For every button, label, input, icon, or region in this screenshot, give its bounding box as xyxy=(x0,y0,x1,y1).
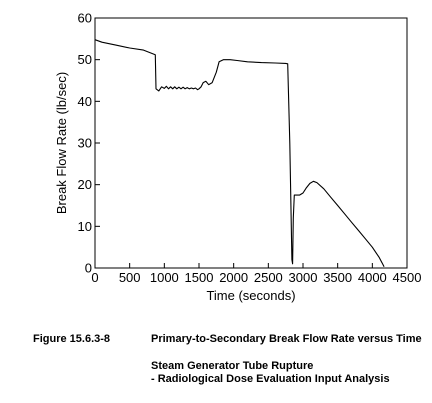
break-flow-chart: 0 500 1000 1500 2000 2500 3000 3500 4000 4500 0 10… xyxy=(54,11,421,304)
series-layer xyxy=(94,39,385,268)
x-tick-label: 1000 xyxy=(150,270,179,285)
y-tick-label: 40 xyxy=(78,94,92,109)
y-axis-ticks: 0 10 20 30 40 50 60 xyxy=(78,11,100,276)
y-tick-label: 20 xyxy=(78,177,92,192)
series-line xyxy=(94,39,385,268)
x-axis-label: Time (seconds) xyxy=(206,288,295,303)
x-axis-ticks: 0 500 1000 1500 2000 2500 3000 3500 4000 4500 xyxy=(91,263,421,285)
y-tick-label: 50 xyxy=(78,52,92,67)
figure-title: Primary-to-Secondary Break Flow Rate ver… xyxy=(151,333,422,345)
x-tick-label: 0 xyxy=(91,270,98,285)
figure-subtitle-line1: Steam Generator Tube Rupture xyxy=(151,360,314,372)
y-tick-label: 60 xyxy=(78,11,92,26)
x-tick-label: 2500 xyxy=(254,270,283,285)
figure-subtitle: Steam Generator Tube Rupture - Radiologi… xyxy=(151,360,390,386)
x-tick-label: 500 xyxy=(119,270,141,285)
x-tick-label: 3500 xyxy=(323,270,352,285)
x-tick-label: 1500 xyxy=(185,270,214,285)
x-tick-label: 2000 xyxy=(219,270,248,285)
y-tick-label: 30 xyxy=(78,136,92,151)
x-tick-label: 3000 xyxy=(289,270,318,285)
y-axis-label: Break Flow Rate (lb/sec) xyxy=(54,72,69,214)
y-tick-label: 0 xyxy=(85,261,92,276)
y-tick-label: 10 xyxy=(78,219,92,234)
x-tick-label: 4000 xyxy=(358,270,387,285)
plot-frame xyxy=(94,17,408,269)
figure-number: Figure 15.6.3-8 xyxy=(33,333,111,345)
x-tick-label: 4500 xyxy=(393,270,422,285)
figure-subtitle-line2: - Radiological Dose Evaluation Input Ana… xyxy=(151,373,390,385)
